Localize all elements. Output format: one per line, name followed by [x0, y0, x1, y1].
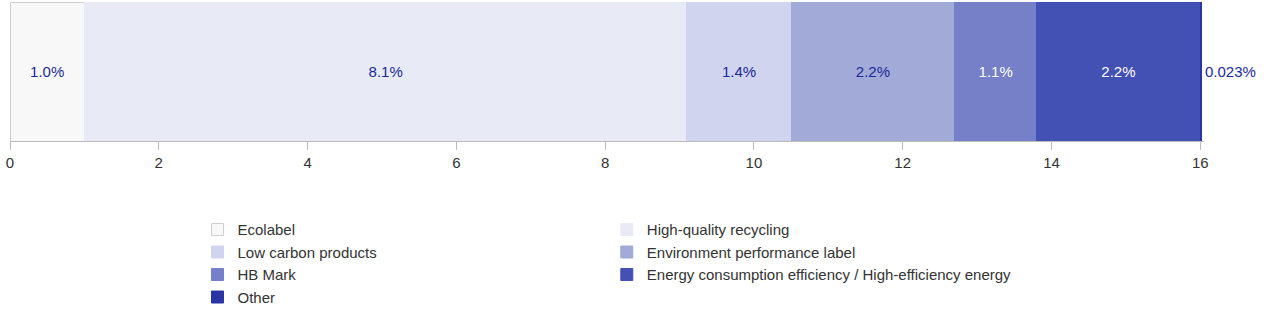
svg-text:2: 2 — [155, 154, 163, 171]
svg-text:12: 12 — [894, 154, 911, 171]
svg-text:0.023%: 0.023% — [1205, 63, 1256, 80]
svg-text:2.2%: 2.2% — [1101, 63, 1135, 80]
svg-text:2.2%: 2.2% — [856, 63, 890, 80]
svg-text:4: 4 — [303, 154, 311, 171]
svg-text:14: 14 — [1043, 154, 1060, 171]
svg-text:10: 10 — [746, 154, 763, 171]
svg-text:8.1%: 8.1% — [369, 63, 403, 80]
svg-text:Environment performance label: Environment performance label — [647, 244, 855, 261]
svg-text:1.1%: 1.1% — [979, 63, 1013, 80]
svg-text:Low carbon products: Low carbon products — [238, 244, 377, 261]
svg-text:1.4%: 1.4% — [722, 63, 756, 80]
svg-text:8: 8 — [601, 154, 609, 171]
svg-text:High-quality recycling: High-quality recycling — [647, 221, 790, 238]
svg-text:1.0%: 1.0% — [30, 63, 64, 80]
svg-text:6: 6 — [452, 154, 460, 171]
svg-text:16: 16 — [1192, 154, 1209, 171]
svg-text:HB Mark: HB Mark — [238, 266, 297, 283]
svg-text:Energy consumption efficiency: Energy consumption efficiency / High-eff… — [647, 266, 1011, 283]
svg-text:0: 0 — [6, 154, 14, 171]
svg-text:Ecolabel: Ecolabel — [238, 221, 296, 238]
svg-text:Other: Other — [238, 289, 276, 306]
